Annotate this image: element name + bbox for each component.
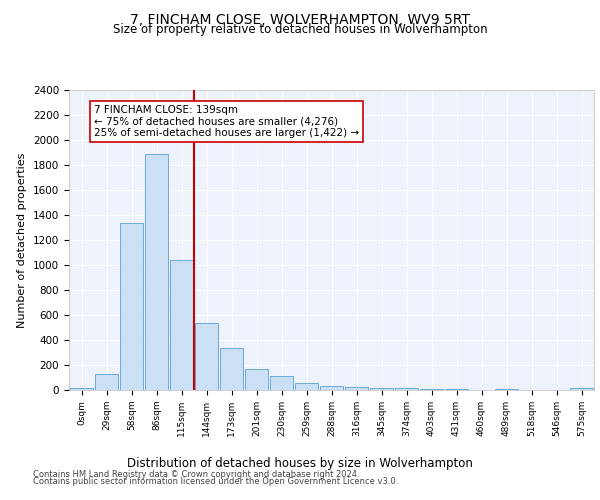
Text: Size of property relative to detached houses in Wolverhampton: Size of property relative to detached ho… [113, 22, 487, 36]
Text: 7, FINCHAM CLOSE, WOLVERHAMPTON, WV9 5RT: 7, FINCHAM CLOSE, WOLVERHAMPTON, WV9 5RT [130, 12, 470, 26]
Y-axis label: Number of detached properties: Number of detached properties [17, 152, 28, 328]
Bar [445, 389, 468, 390]
Bar [270, 376, 293, 390]
Text: 7 FINCHAM CLOSE: 139sqm
← 75% of detached houses are smaller (4,276)
25% of semi: 7 FINCHAM CLOSE: 139sqm ← 75% of detache… [94, 105, 359, 138]
Bar [420, 389, 443, 390]
Text: Contains HM Land Registry data © Crown copyright and database right 2024.: Contains HM Land Registry data © Crown c… [33, 470, 359, 479]
Bar [320, 386, 343, 390]
Bar [145, 154, 168, 390]
Bar [70, 388, 93, 390]
Bar [370, 388, 393, 390]
Bar [295, 383, 318, 390]
Bar [195, 322, 218, 390]
Bar [170, 260, 193, 390]
Text: Contains public sector information licensed under the Open Government Licence v3: Contains public sector information licen… [33, 477, 398, 486]
Bar [570, 388, 593, 390]
Bar [245, 369, 268, 390]
Bar [395, 388, 418, 390]
Bar [345, 387, 368, 390]
Text: Distribution of detached houses by size in Wolverhampton: Distribution of detached houses by size … [127, 458, 473, 470]
Bar [220, 348, 243, 390]
Bar [120, 222, 143, 390]
Bar [95, 374, 118, 390]
